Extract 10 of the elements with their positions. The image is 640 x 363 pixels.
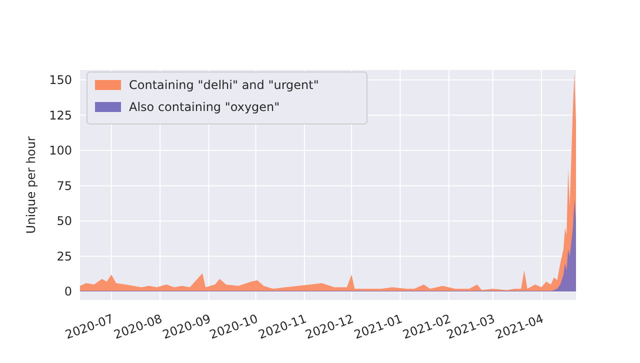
y-tick-label: 0 (64, 284, 72, 299)
y-tick-label: 100 (49, 144, 72, 158)
y-tick-label: 150 (49, 73, 72, 88)
y-tick-label: 125 (49, 108, 72, 122)
y-tick-label: 75 (56, 178, 72, 193)
y-tick-label: 50 (56, 214, 72, 228)
y-tick-label: 25 (56, 249, 72, 264)
y-axis-title: Unique per hour (24, 136, 38, 234)
legend-label: Containing "delhi" and "urgent" (129, 78, 319, 92)
legend-label: Also containing "oxygen" (129, 100, 280, 114)
